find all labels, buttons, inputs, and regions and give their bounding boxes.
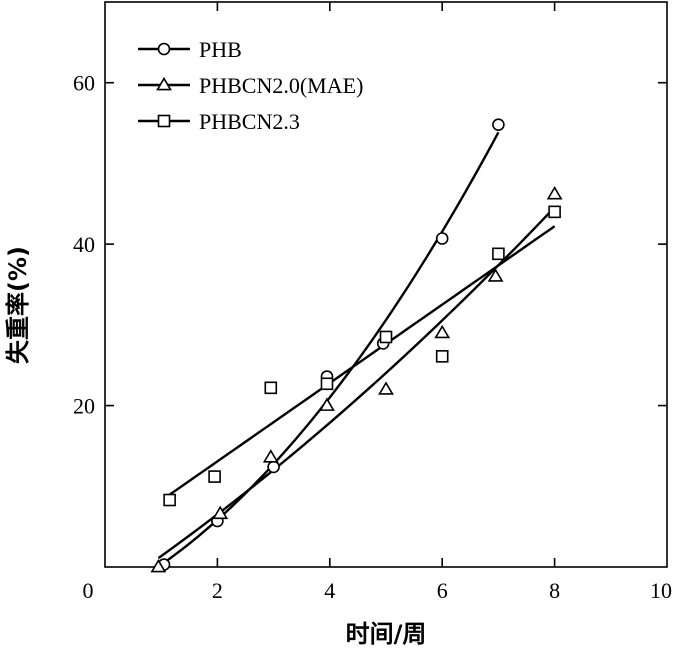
data-point (320, 377, 334, 391)
data-point (264, 381, 278, 395)
x-tick-label: 8 (549, 578, 560, 603)
data-point (150, 558, 167, 573)
y-tick-label: 40 (73, 232, 95, 257)
x-tick-label: 2 (212, 578, 223, 603)
x-tick-label: 10 (650, 578, 672, 603)
y-axis-title: 失重率(%) (4, 246, 32, 364)
data-markers (150, 118, 563, 573)
x-tick-label: 6 (437, 578, 448, 603)
x-axis-title: 时间/周 (346, 620, 427, 648)
y-tick-label: 60 (73, 71, 95, 96)
data-point (208, 470, 221, 483)
data-point (319, 397, 335, 411)
data-point (378, 381, 394, 395)
plot-frame (104, 1, 668, 568)
data-point (435, 232, 449, 245)
fit-lines (157, 131, 556, 564)
fit-line (168, 225, 556, 496)
legend-marker (156, 76, 172, 91)
x-tick-label: 0 (83, 578, 94, 603)
x-tick-label: 4 (324, 578, 335, 603)
data-point (262, 449, 279, 463)
legend: PHB PHBCN2.0(MAE) PHBCN2.3 (138, 37, 363, 134)
legend-marker (157, 114, 171, 128)
legend-label: PHB (199, 37, 242, 62)
fit-line (157, 206, 556, 560)
x-axis-ticks: 0 2 4 6 8 10 (83, 2, 672, 603)
data-point (163, 493, 176, 507)
data-point (267, 460, 280, 474)
data-point (379, 330, 393, 344)
data-point (212, 505, 229, 520)
data-point (548, 205, 561, 219)
y-tick-label: 20 (73, 394, 95, 419)
data-point (492, 118, 505, 131)
data-point (434, 324, 451, 339)
legend-marker (157, 42, 171, 56)
data-point (435, 350, 449, 363)
y-axis-ticks: 20 40 60 (73, 71, 667, 419)
data-point (546, 186, 563, 200)
data-point (492, 247, 505, 261)
legend-label: PHBCN2.3 (199, 109, 300, 134)
fit-line (163, 131, 500, 564)
legend-label: PHBCN2.0(MAE) (199, 73, 363, 98)
data-point (487, 268, 504, 282)
